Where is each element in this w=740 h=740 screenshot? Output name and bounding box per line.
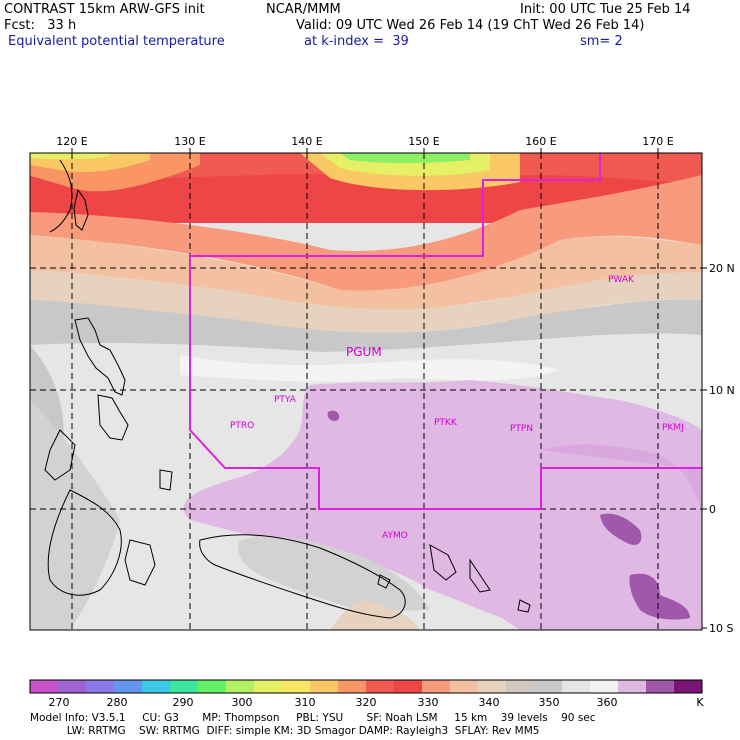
lon-label-150: 150 E (408, 135, 439, 148)
colorbar-tick-300: 300 (232, 696, 253, 709)
org-label: NCAR/MMM (266, 2, 341, 17)
lon-label-170: 170 E (642, 135, 673, 148)
colorbar-swatch (226, 680, 255, 693)
colorbar-swatch (338, 680, 367, 693)
lat-label-10s: 10 S (709, 622, 733, 635)
region-boundary (189, 153, 702, 510)
forecast-hour: Fcst: 33 h (4, 18, 77, 33)
lat-label-10n: 10 N (709, 384, 735, 397)
lat-label-0: 0 (709, 503, 716, 516)
colorbar-swatch (142, 680, 171, 693)
lon-label-120: 120 E (56, 135, 87, 148)
station-ptya: PTYA (274, 395, 297, 405)
lon-label-130: 130 E (174, 135, 205, 148)
station-pwak: PWAK (608, 275, 635, 285)
colorbar-swatch (674, 680, 703, 693)
colorbar-swatch (198, 680, 227, 693)
colorbar-tick-290: 290 (173, 696, 194, 709)
colorbar-swatch (394, 680, 423, 693)
colorbar-swatch (506, 680, 535, 693)
valid-time: Valid: 09 UTC Wed 26 Feb 14 (19 ChT Wed … (296, 18, 645, 33)
smoothing-label: sm= 2 (580, 34, 623, 49)
map-frame (29, 152, 703, 631)
colorbar-swatch (646, 680, 675, 693)
lon-label-140: 140 E (291, 135, 322, 148)
colorbar-swatch (534, 680, 563, 693)
colorbar-swatch (58, 680, 87, 693)
colorbar-swatch (590, 680, 619, 693)
station-aymo: AYMO (382, 531, 408, 541)
colorbar-swatch (450, 680, 479, 693)
colorbar-swatch (478, 680, 507, 693)
colorbar-tick-310: 310 (295, 696, 316, 709)
colorbar-swatch (422, 680, 451, 693)
colorbar (30, 680, 703, 693)
colorbar-unit: K (696, 696, 704, 709)
colorbar-swatch (30, 680, 59, 693)
colorbar-tick-340: 340 (479, 696, 500, 709)
colorbar-tick-280: 280 (107, 696, 128, 709)
colorbar-tick-360: 360 (597, 696, 618, 709)
lon-label-160: 160 E (525, 135, 556, 148)
station-ptpn: PTPN (510, 424, 533, 434)
colorbar-swatch (366, 680, 395, 693)
station-ptro: PTRO (230, 421, 254, 431)
colorbar-swatch (282, 680, 311, 693)
colorbar-tick-320: 320 (356, 696, 377, 709)
colorbar-swatch (254, 680, 283, 693)
colorbar-frame (29, 679, 703, 694)
colorbar-swatch (86, 680, 115, 693)
field-name: Equivalent potential temperature (8, 34, 225, 49)
colorbar-tick-270: 270 (49, 696, 70, 709)
model-info-line1: Model Info: V3.5.1 CU: G3 MP: Thompson P… (30, 712, 596, 724)
lat-label-20n: 20 N (709, 262, 735, 275)
station-pgum: PGUM (346, 345, 382, 359)
level-label: at k-index = 39 (304, 34, 409, 49)
colorbar-swatch (562, 680, 591, 693)
colorbar-swatch (114, 680, 143, 693)
colorbar-swatch (618, 680, 647, 693)
station-ptkk: PTKK (434, 418, 458, 428)
init-time: Init: 00 UTC Tue 25 Feb 14 (520, 2, 691, 17)
colorbar-swatch (310, 680, 339, 693)
station-pkmj: PKMJ (662, 423, 684, 433)
model-info-line2: LW: RRTMG SW: RRTMG DIFF: simple KM: 3D … (30, 725, 540, 737)
colorbar-tick-350: 350 (539, 696, 560, 709)
model-title: CONTRAST 15km ARW-GFS init (4, 2, 205, 17)
colorbar-tick-330: 330 (418, 696, 439, 709)
frame-ticks (71, 148, 707, 629)
theta-e-field (30, 153, 702, 630)
colorbar-swatch (170, 680, 199, 693)
